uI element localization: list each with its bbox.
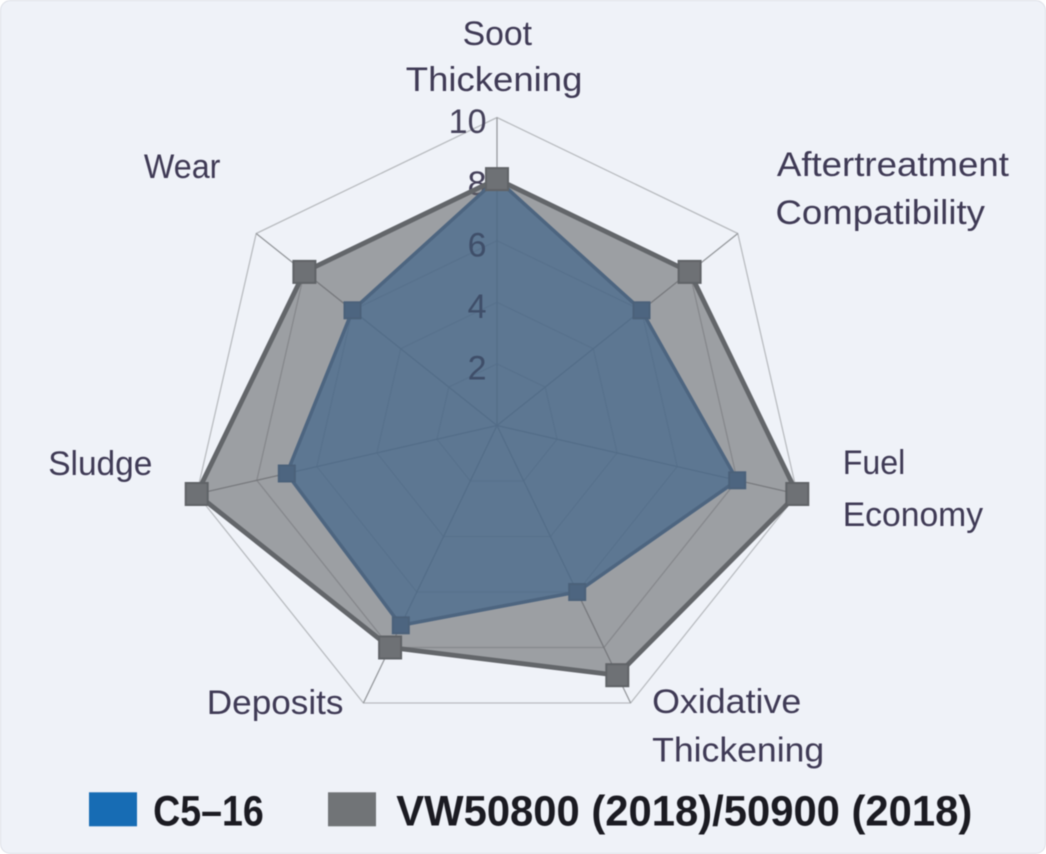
svg-text:2: 2 [468, 350, 487, 388]
svg-text:Oxidative: Oxidative [652, 683, 801, 721]
svg-text:Fuel: Fuel [843, 444, 906, 482]
svg-text:C5–16: C5–16 [153, 787, 264, 835]
svg-text:Thickening: Thickening [652, 731, 824, 769]
svg-text:Wear: Wear [144, 148, 221, 186]
svg-text:Deposits: Deposits [207, 684, 344, 722]
svg-text:Thickening: Thickening [406, 61, 583, 99]
svg-text:VW50800 (2018)/50900 (2018): VW50800 (2018)/50900 (2018) [396, 787, 972, 835]
svg-text:Soot: Soot [463, 15, 533, 53]
svg-text:4: 4 [468, 288, 487, 326]
svg-text:Economy: Economy [843, 496, 983, 534]
svg-text:Sludge: Sludge [48, 445, 152, 483]
svg-text:6: 6 [468, 226, 487, 264]
svg-text:Aftertreatment: Aftertreatment [777, 146, 1010, 184]
svg-text:Compatibility: Compatibility [776, 194, 985, 232]
svg-text:10: 10 [449, 103, 487, 141]
